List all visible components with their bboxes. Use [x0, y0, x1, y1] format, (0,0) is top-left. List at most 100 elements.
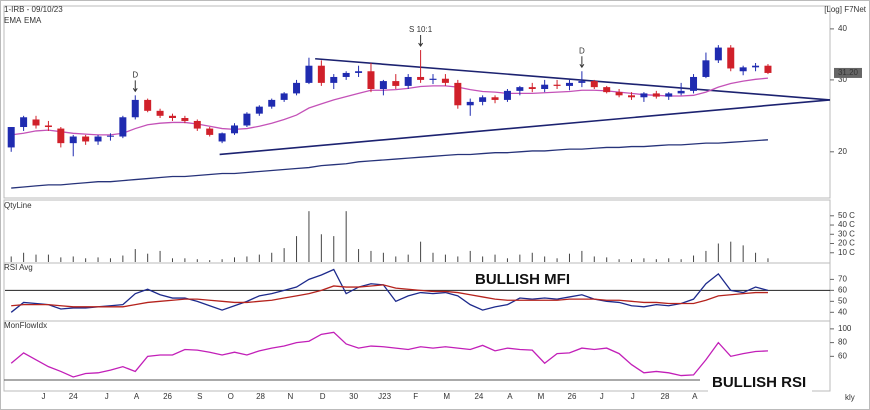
panel-title: MonFlowIdx — [4, 321, 47, 330]
price-panel — [3, 5, 831, 199]
candle-body — [417, 76, 425, 80]
candle-body — [181, 117, 189, 121]
callout: BULLISH RSI — [712, 374, 806, 391]
y-tick-label: 10 C — [838, 248, 855, 257]
candle-body — [293, 82, 301, 94]
y-tick-label: 80 — [838, 338, 847, 347]
candle-body — [441, 78, 449, 83]
candle-body — [156, 110, 164, 116]
candle-body — [206, 128, 214, 135]
y-tick-label: 20 — [838, 147, 847, 156]
candle-body — [491, 97, 499, 100]
series-line — [10, 331, 769, 378]
candle-body — [193, 120, 201, 129]
candle-body — [82, 136, 90, 142]
candle-body — [541, 84, 549, 89]
candle-body — [603, 87, 611, 93]
candle-body — [528, 87, 536, 89]
candle-body — [752, 65, 760, 68]
candle-body — [590, 81, 598, 88]
annotation: S 10:1 — [409, 25, 433, 34]
x-tick-label: 24 — [69, 392, 78, 401]
x-tick-label: O — [228, 392, 234, 401]
candle-body — [231, 125, 239, 134]
x-tick-label: 26 — [163, 392, 172, 401]
candle-body — [665, 93, 673, 97]
candle-body — [677, 90, 685, 94]
candle-body — [144, 99, 152, 111]
series-line — [11, 284, 768, 308]
candle-body — [57, 128, 65, 144]
x-tick-label: 24 — [474, 392, 483, 401]
y-tick-label: 40 — [838, 307, 847, 316]
candle-body — [355, 71, 363, 73]
callout-bg — [708, 374, 812, 392]
candle-body — [255, 106, 263, 114]
x-tick-label: J — [105, 392, 109, 401]
series-line — [11, 139, 769, 189]
candle-body — [131, 99, 139, 118]
candle-body — [32, 119, 40, 126]
x-tick-label: M — [443, 392, 450, 401]
candle-body — [516, 87, 524, 91]
panel-title: QtyLine — [4, 201, 32, 210]
candle-body — [702, 60, 710, 77]
candle-body — [466, 101, 474, 106]
period-label: kly — [845, 393, 855, 402]
x-tick-label: A — [692, 392, 698, 401]
candle-body — [553, 84, 561, 86]
x-tick-label: N — [287, 392, 293, 401]
candle-body — [652, 93, 660, 97]
candle-body — [578, 81, 586, 83]
candle-body — [342, 72, 350, 77]
legend-entry: EMA — [24, 16, 42, 25]
candle-body — [690, 76, 698, 91]
chart-title: 1-IRB - 09/10/23 — [4, 5, 63, 14]
candle-body — [330, 76, 338, 83]
candle-body — [280, 93, 288, 100]
candle-body — [317, 65, 325, 83]
candle-body — [218, 133, 226, 142]
candle-body — [243, 113, 251, 126]
y-tick-label: 40 C — [838, 220, 855, 229]
x-tick-label: A — [507, 392, 513, 401]
y-tick-label: 50 C — [838, 211, 855, 220]
candle-body — [392, 81, 400, 86]
candle-body — [119, 117, 127, 137]
x-tick-label: F — [413, 392, 418, 401]
candle-body — [739, 67, 747, 72]
candle-body — [44, 125, 52, 128]
candle-body — [714, 47, 722, 61]
y-tick-label: 100 — [838, 324, 852, 333]
x-tick-label: J — [600, 392, 604, 401]
annotation: D — [132, 70, 138, 79]
panel-title: RSI Avg — [4, 263, 33, 272]
x-tick-label: 28 — [661, 392, 670, 401]
y-tick-label: 70 — [838, 274, 847, 283]
annotation-arrow — [132, 80, 138, 93]
annotation: D — [579, 46, 585, 55]
candle-body — [479, 97, 487, 102]
candle-body — [764, 65, 772, 73]
candle-body — [305, 65, 313, 83]
x-tick-label: 26 — [568, 392, 577, 401]
annotation-arrow — [579, 56, 585, 69]
trendline — [219, 99, 831, 156]
series-line — [10, 268, 769, 313]
x-tick-label: A — [134, 392, 140, 401]
rsi-panel — [3, 262, 831, 322]
x-tick-label: 28 — [256, 392, 265, 401]
candle-body — [503, 90, 511, 100]
candle-body — [106, 135, 114, 137]
y-tick-label: 40 — [838, 24, 847, 33]
candle-body — [640, 93, 648, 98]
x-tick-label: J — [631, 392, 635, 401]
candle-body — [69, 136, 77, 144]
y-tick-label: 30 — [838, 75, 847, 84]
callout: BULLISH MFI — [475, 271, 570, 288]
x-tick-label: D — [320, 392, 326, 401]
scale-label: [Log] F7Net — [824, 5, 867, 14]
candle-body — [454, 82, 462, 106]
candle-body — [20, 117, 28, 128]
